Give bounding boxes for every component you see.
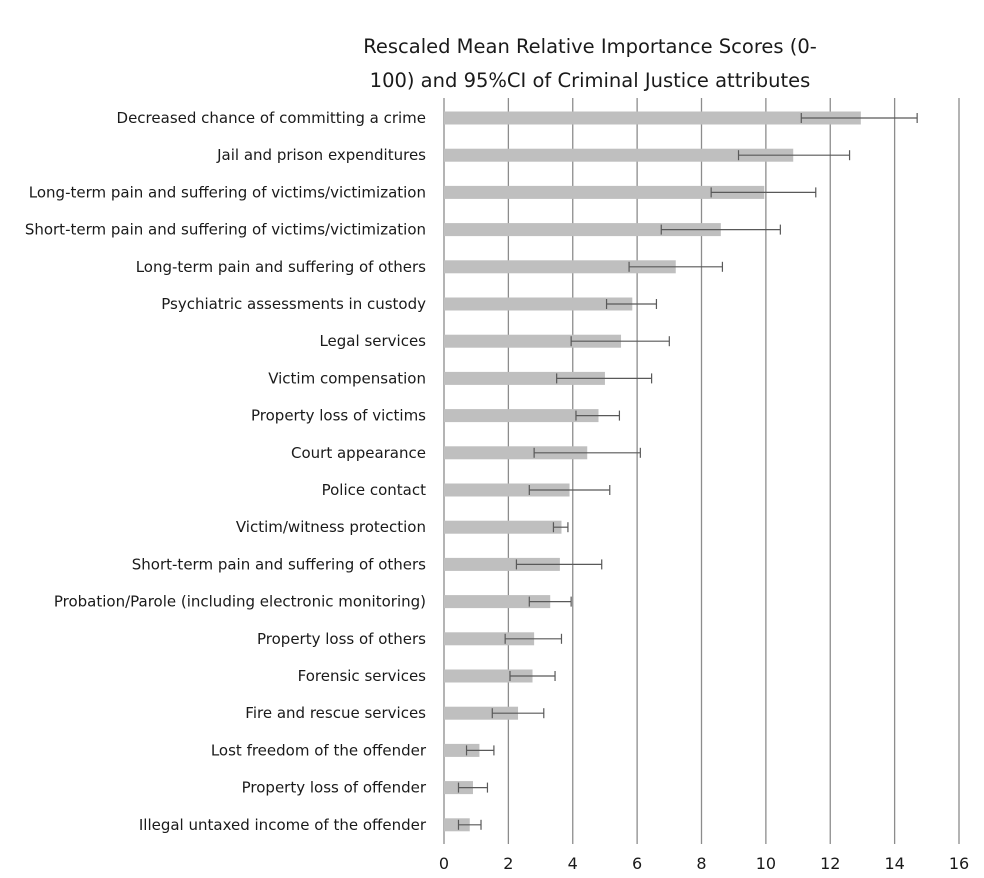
chart-title-line-1: Rescaled Mean Relative Importance Scores…	[363, 35, 817, 58]
bar	[444, 446, 588, 460]
bar	[444, 818, 470, 832]
category-label: Property loss of others	[257, 630, 426, 648]
bar	[444, 483, 570, 497]
category-label: Legal services	[319, 332, 426, 350]
bar	[444, 223, 721, 237]
bar	[444, 632, 535, 646]
category-label: Short-term pain and suffering of victims…	[25, 221, 426, 239]
category-label: Lost freedom of the offender	[211, 741, 427, 759]
bar	[444, 557, 560, 571]
bar	[444, 520, 562, 534]
x-tick-label: 2	[503, 854, 513, 873]
bar	[444, 185, 765, 199]
category-label: Victim compensation	[268, 369, 426, 387]
category-label: Long-term pain and suffering of victims/…	[29, 183, 426, 201]
category-label: Court appearance	[291, 444, 426, 462]
x-tick-label: 4	[568, 854, 578, 873]
x-tick-label: 12	[820, 854, 840, 873]
x-tick-label: 8	[696, 854, 706, 873]
category-label: Jail and prison expenditures	[216, 146, 426, 164]
bar	[444, 409, 599, 423]
bar	[444, 371, 605, 385]
category-label: Short-term pain and suffering of others	[132, 555, 426, 573]
x-tick-label: 14	[884, 854, 904, 873]
category-label: Property loss of victims	[251, 407, 426, 425]
category-label: Forensic services	[298, 667, 427, 685]
bar	[444, 297, 633, 311]
category-label: Probation/Parole (including electronic m…	[54, 593, 426, 611]
bar	[444, 743, 480, 757]
bar	[444, 334, 622, 348]
category-label: Property loss of offender	[242, 779, 427, 797]
chart-title-line-2: 100) and 95%CI of Criminal Justice attri…	[369, 69, 811, 92]
x-tick-label: 16	[949, 854, 969, 873]
category-label: Illegal untaxed income of the offender	[139, 816, 427, 834]
x-tick-label: 10	[756, 854, 776, 873]
category-label: Decreased chance of committing a crime	[117, 109, 426, 127]
category-label: Psychiatric assessments in custody	[161, 295, 426, 313]
bar	[444, 111, 861, 125]
category-label: Victim/witness protection	[236, 518, 426, 536]
bar	[444, 595, 551, 609]
x-tick-label: 6	[632, 854, 642, 873]
bar	[444, 706, 519, 720]
category-label: Long-term pain and suffering of others	[136, 258, 426, 276]
x-tick-label: 0	[439, 854, 449, 873]
bar	[444, 260, 676, 274]
category-label: Police contact	[322, 481, 427, 499]
category-label: Fire and rescue services	[245, 704, 426, 722]
bar	[444, 148, 794, 162]
